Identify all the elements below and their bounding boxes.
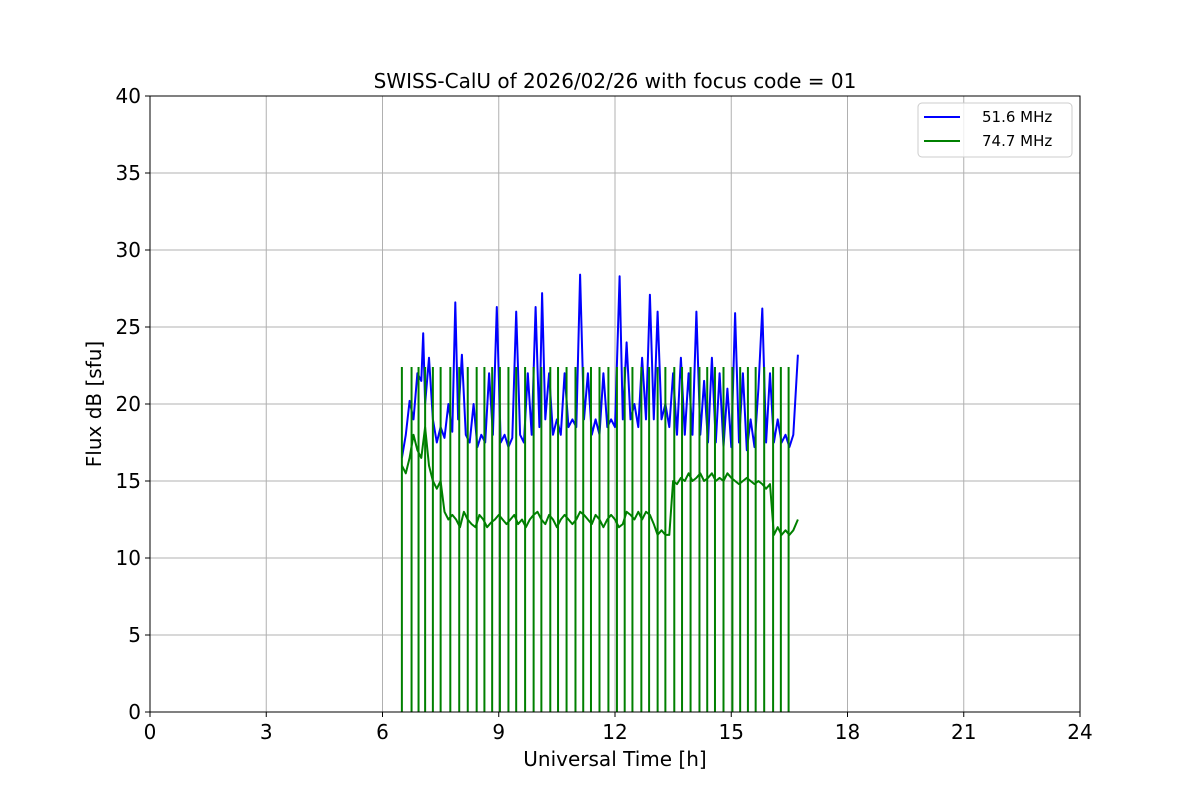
y-tick-label: 25 [116,315,141,339]
y-tick-label: 40 [116,84,141,108]
y-tick-label: 5 [128,623,141,647]
y-tick-label: 10 [116,546,141,570]
x-tick-label: 6 [376,720,389,744]
x-tick-label: 15 [719,720,744,744]
y-tick-label: 20 [116,392,141,416]
x-tick-label: 24 [1067,720,1092,744]
legend-label-51-6: 51.6 MHz [982,108,1052,126]
x-tick-label: 21 [951,720,976,744]
x-tick-label: 9 [492,720,505,744]
plot-area [400,273,799,712]
series-line-51-6-mhz [400,273,799,459]
y-tick-label: 15 [116,469,141,493]
y-axis: 0 5 10 15 20 25 30 35 40 [116,84,150,724]
y-tick-label: 0 [128,700,141,724]
y-tick-label: 35 [116,161,141,185]
legend-label-74-7: 74.7 MHz [982,132,1052,150]
y-axis-label: Flux dB [sfu] [82,341,106,467]
x-tick-label: 12 [602,720,627,744]
x-tick-label: 18 [835,720,860,744]
chart-title: SWISS-CalU of 2026/02/26 with focus code… [374,69,857,93]
x-tick-label: 3 [260,720,273,744]
x-axis-label: Universal Time [h] [523,747,706,771]
legend: 51.6 MHz 74.7 MHz [917,102,1073,158]
x-axis: 0 3 6 9 12 15 18 21 24 [144,712,1093,744]
x-tick-label: 0 [144,720,157,744]
y-tick-label: 30 [116,238,141,262]
